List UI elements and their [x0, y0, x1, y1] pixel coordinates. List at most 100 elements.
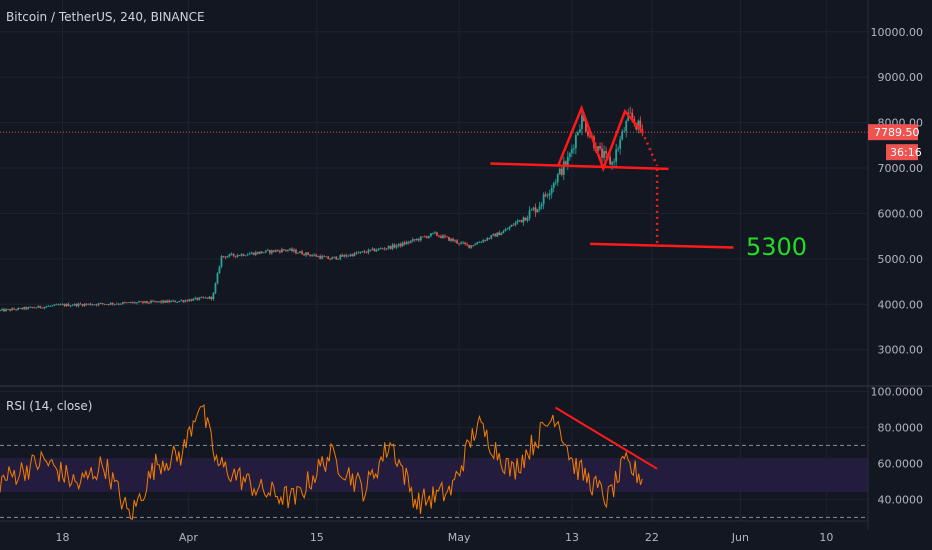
candle-body — [432, 232, 434, 234]
price-axis[interactable]: 3000.004000.005000.006000.007000.008000.… — [868, 26, 923, 357]
rsi-tick-label: 100.0000 — [871, 385, 924, 398]
candle-body — [37, 305, 40, 308]
candle-body — [597, 146, 599, 152]
candle-body — [238, 255, 241, 256]
candle-body — [375, 250, 378, 252]
candle-body — [605, 151, 607, 154]
candle-body — [121, 302, 124, 304]
candle-body — [182, 300, 185, 302]
candle-body — [446, 236, 448, 238]
target-line — [590, 242, 734, 249]
candle-body — [49, 305, 52, 307]
candle-body — [274, 250, 277, 252]
candle-body — [391, 244, 394, 249]
candle-body — [29, 306, 32, 308]
candle-body — [434, 232, 436, 234]
candle-body — [506, 228, 509, 230]
candle-body — [119, 303, 122, 305]
candle-body — [581, 115, 583, 130]
candle-body — [311, 255, 313, 257]
candle-body — [13, 308, 15, 310]
candle-body — [270, 250, 273, 254]
candle-body — [587, 131, 589, 136]
candle-body — [117, 303, 120, 305]
candle-body — [71, 305, 74, 307]
candle-body — [236, 255, 239, 257]
time-tick-label: 10 — [819, 531, 833, 544]
candle-body — [7, 309, 9, 310]
candle-body — [464, 242, 467, 244]
candle-body — [478, 242, 481, 243]
candle-body — [107, 304, 110, 305]
candle-body — [518, 219, 521, 221]
candle-body — [206, 297, 209, 299]
candle-body — [546, 195, 549, 197]
candle-body — [615, 149, 618, 162]
candle-body — [480, 241, 483, 243]
candle-body — [570, 149, 573, 154]
price-tick-label: 9000.00 — [878, 71, 924, 84]
price-tick-label: 10000.00 — [871, 26, 924, 39]
candle-body — [460, 242, 463, 244]
candle-body — [287, 250, 289, 251]
rsi-axis[interactable]: 40.0000 60.0000 80.0000 100.0000 — [871, 385, 924, 506]
candle-body — [341, 255, 344, 257]
candle-body — [93, 304, 96, 306]
candle-body — [450, 238, 452, 241]
time-tick-label: 18 — [55, 531, 69, 544]
candle-body — [399, 243, 402, 247]
candle-body — [524, 217, 527, 221]
candle-body — [389, 246, 392, 249]
candle-body — [516, 220, 519, 223]
rsi-tick-label: 60.0000 — [878, 457, 924, 470]
candle-body — [278, 250, 281, 253]
candle-body — [17, 307, 20, 310]
candle-body — [293, 249, 295, 252]
neckline-line — [490, 162, 669, 171]
candle-body — [194, 297, 197, 299]
candle-body — [105, 304, 108, 305]
candle-body — [333, 256, 336, 258]
candle-body — [474, 244, 477, 246]
candle-body — [554, 182, 557, 184]
candle-body — [401, 242, 404, 247]
candle-body — [297, 252, 299, 254]
candle-body — [466, 243, 469, 245]
candle-body — [65, 303, 68, 306]
candle-body — [1, 309, 3, 311]
price-tick-label: 7000.00 — [878, 162, 924, 175]
candle-body — [256, 252, 259, 254]
candle-body — [468, 244, 471, 248]
candle-body — [585, 121, 587, 132]
candle-body — [59, 304, 62, 306]
time-axis[interactable]: 18 Apr 15 May 13 22 Jun 10 — [55, 531, 833, 544]
candle-body — [419, 236, 422, 241]
rsi-title: RSI (14, close) — [6, 399, 92, 413]
candle-body — [15, 309, 18, 311]
candle-body — [502, 231, 505, 234]
candle-body — [442, 235, 444, 238]
candle-body — [295, 249, 297, 254]
candle-body — [53, 304, 56, 306]
candle-body — [138, 301, 140, 303]
candle-body — [95, 304, 98, 306]
countdown-badge — [886, 144, 918, 161]
candle-body — [212, 292, 215, 300]
candle-body — [307, 252, 309, 255]
candle-body — [637, 120, 640, 130]
candle-body — [216, 273, 219, 284]
candle-body — [103, 303, 106, 305]
candle-body — [526, 218, 529, 221]
candle-body — [208, 296, 211, 299]
candle-body — [407, 241, 410, 243]
candle-body — [444, 235, 446, 237]
candle-body — [228, 254, 231, 257]
candle-body — [409, 240, 412, 243]
candle-body — [258, 251, 261, 254]
candle-body — [85, 303, 88, 305]
time-tick-label: 13 — [565, 531, 579, 544]
price-tick-label: 3000.00 — [878, 344, 924, 357]
candle-body — [421, 236, 424, 238]
candle-body — [542, 194, 545, 205]
